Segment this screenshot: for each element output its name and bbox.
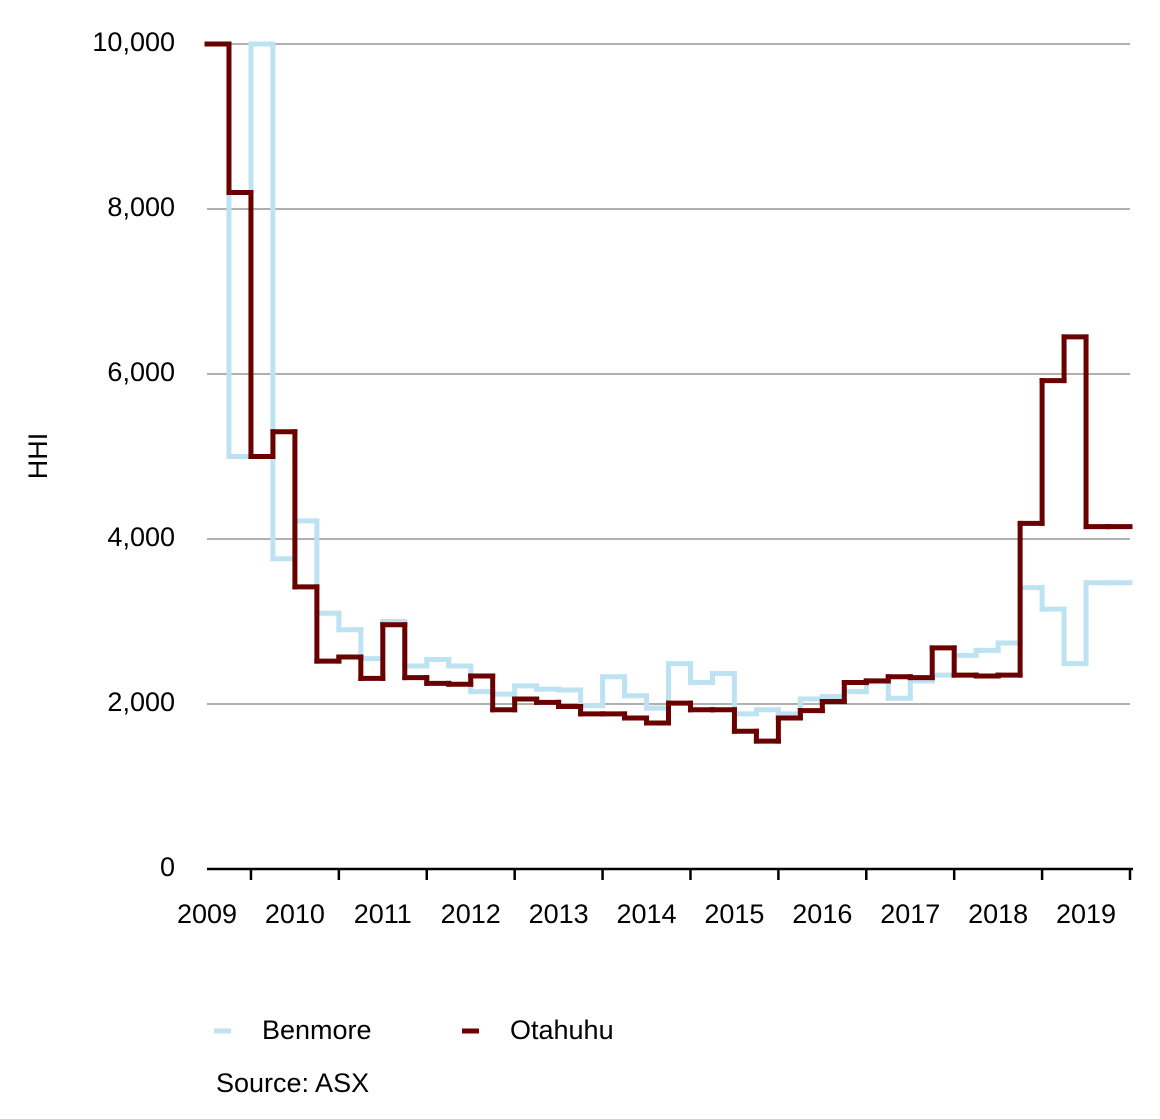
x-tick-label: 2013 [529, 899, 589, 929]
x-tick-label: 2016 [792, 899, 852, 929]
y-tick-label: 6,000 [107, 357, 175, 387]
y-axis-label: HHI [23, 433, 53, 480]
legend-label: Otahuhu [510, 1015, 614, 1045]
y-tick-label: 2,000 [107, 687, 175, 717]
x-tick-label: 2014 [616, 899, 676, 929]
y-tick-label: 10,000 [92, 27, 175, 57]
y-tick-label: 8,000 [107, 192, 175, 222]
x-tick-label: 2012 [441, 899, 501, 929]
x-tick-label: 2018 [968, 899, 1028, 929]
y-tick-label: 4,000 [107, 522, 175, 552]
x-tick-label: 2011 [354, 899, 412, 929]
legend-label: Benmore [262, 1015, 372, 1045]
x-tick-label: 2019 [1056, 899, 1116, 929]
x-tick-label: 2010 [265, 899, 325, 929]
source-note: Source: ASX [216, 1068, 369, 1098]
y-tick-label: 0 [160, 852, 175, 882]
x-tick-label: 2017 [880, 899, 940, 929]
x-tick-label: 2015 [704, 899, 764, 929]
x-tick-label: 2009 [177, 899, 237, 929]
